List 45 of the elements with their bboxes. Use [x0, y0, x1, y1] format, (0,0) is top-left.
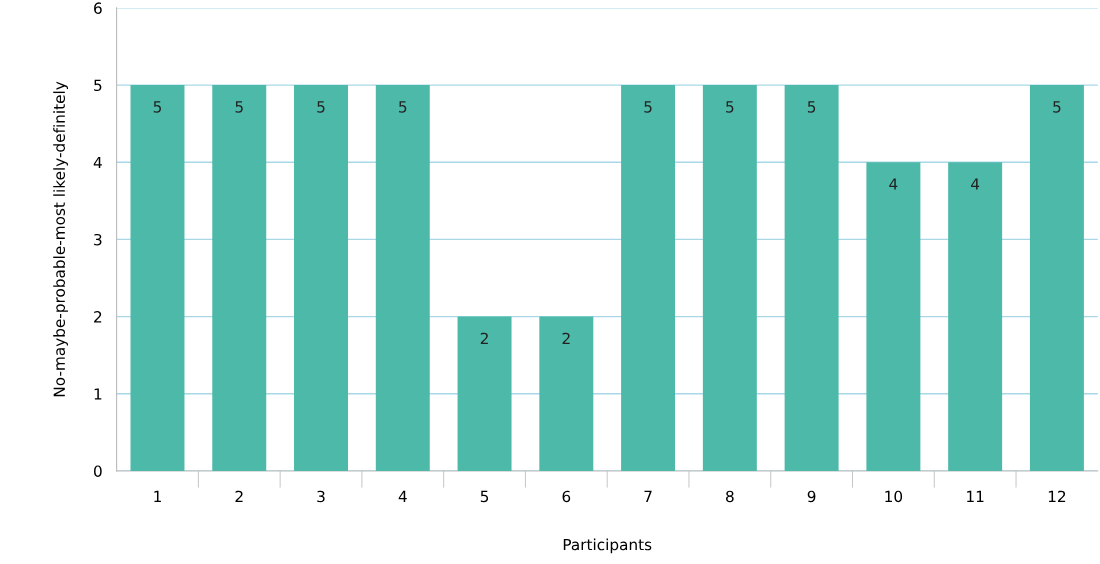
data-label: 5 — [153, 101, 162, 113]
bar — [784, 85, 839, 471]
data-label: 4 — [889, 178, 898, 190]
y-tick-label: 4 — [93, 156, 102, 169]
data-label: 5 — [399, 101, 407, 113]
y-tick-label: 5 — [94, 79, 102, 92]
data-label: 5 — [807, 101, 816, 113]
x-tick-label: 7 — [644, 490, 652, 502]
x-tick-label: 9 — [807, 490, 816, 503]
x-tick-label: 3 — [317, 490, 325, 503]
y-axis-title: No-maybe-probable-most likely-definitely — [53, 81, 68, 397]
x-axis-title: Participants — [563, 538, 652, 554]
data-label: 5 — [1053, 101, 1061, 113]
x-tick-label: 2 — [235, 490, 243, 502]
data-label: 2 — [562, 332, 570, 344]
data-label: 5 — [235, 101, 243, 113]
y-tick-label: 1 — [94, 388, 102, 400]
x-tick-label: 4 — [398, 490, 407, 502]
x-tick-label: 6 — [562, 490, 571, 503]
bar — [702, 85, 757, 471]
y-tick-label: 6 — [94, 2, 102, 14]
bar — [866, 162, 921, 471]
bar — [212, 85, 267, 471]
bar — [948, 162, 1003, 471]
x-tick-label: 1 — [154, 490, 161, 502]
x-tick-label: 10 — [885, 490, 903, 503]
x-tick-label: 8 — [726, 490, 734, 503]
bar — [130, 85, 185, 471]
bar — [457, 316, 512, 471]
x-tick-label: 12 — [1048, 490, 1066, 502]
data-label: 5 — [644, 101, 652, 113]
data-label: 5 — [726, 101, 734, 113]
bar — [1029, 85, 1084, 471]
data-label: 4 — [971, 178, 980, 190]
x-tick-label: 11 — [967, 490, 984, 502]
x-tick-label: 5 — [480, 490, 489, 503]
bar — [539, 316, 594, 471]
data-label: 5 — [317, 101, 325, 113]
bar — [621, 85, 676, 471]
y-tick-label: 0 — [94, 465, 102, 477]
y-tick-label: 2 — [94, 311, 102, 323]
bar — [294, 85, 348, 471]
data-label: 2 — [480, 332, 488, 344]
y-tick-label: 3 — [94, 233, 102, 246]
bar — [375, 85, 430, 471]
